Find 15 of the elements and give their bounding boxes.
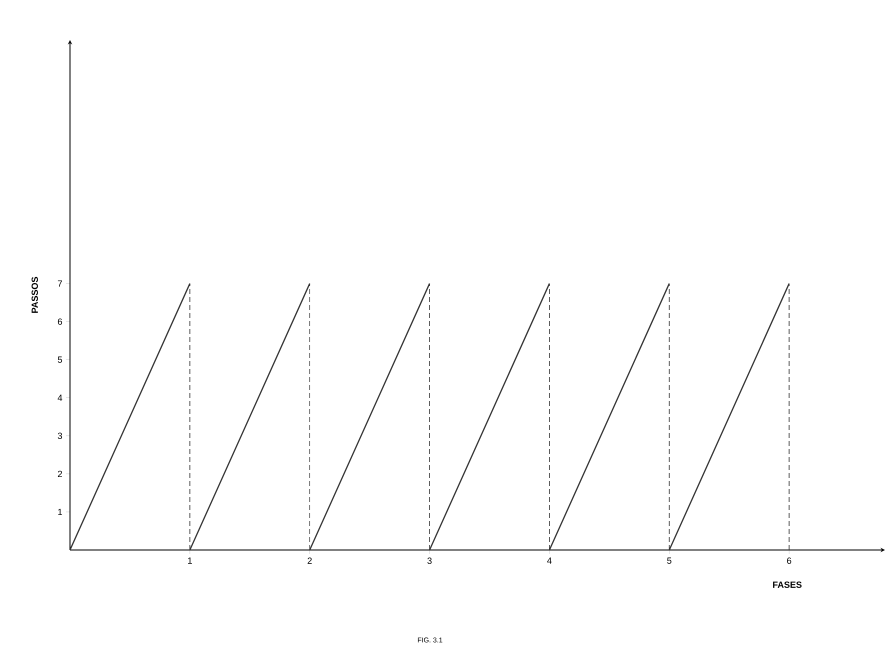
x-tick-label: 4	[547, 558, 552, 564]
y-tick-label: 4	[58, 394, 62, 401]
x-tick-label: 3	[427, 558, 432, 564]
x-tick-label: 1	[188, 558, 192, 564]
x-tick-label: 6	[787, 558, 792, 564]
y-tick-label: 7	[58, 280, 62, 287]
y-axis-title: PASSOS	[32, 276, 38, 313]
x-axis-title: FASES	[773, 582, 802, 588]
y-tick-label: 5	[58, 356, 62, 363]
y-tick-label: 2	[58, 470, 62, 478]
x-tick-label: 2	[308, 558, 312, 564]
y-tick-label: 1	[58, 508, 62, 516]
y-tick-label: 3	[58, 432, 62, 440]
x-tick-label: 5	[667, 558, 672, 564]
y-tick-label: 6	[58, 318, 62, 325]
